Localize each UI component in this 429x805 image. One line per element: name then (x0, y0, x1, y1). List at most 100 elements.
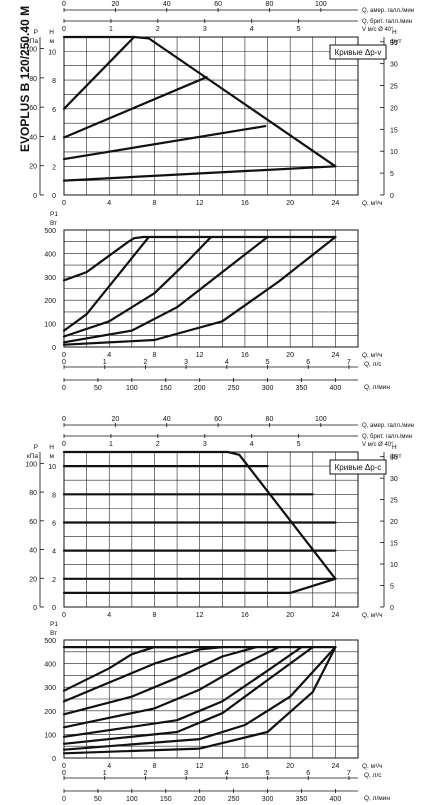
top-head-series-line-2 (133, 35, 337, 168)
bottom-power-lmin-tick: 0 (62, 796, 66, 803)
top-power-ls-tick: 3 (184, 359, 188, 366)
bottom-power-ls-tick: 0 (62, 770, 66, 777)
bottom-head-ft-tick: 35 (390, 455, 398, 462)
top-head-p-tick: 80 (29, 76, 37, 83)
bottom-power-lmin-tick: 200 (194, 796, 206, 803)
top-head-xlabel: Q, м³/ч (362, 200, 383, 207)
top-head-usgpm-tick: 60 (214, 1, 222, 8)
top-power-ls-tick: 2 (143, 359, 147, 366)
bottom-power-series-line-7 (62, 645, 337, 751)
top-head-series-line-4 (62, 76, 208, 139)
bottom-power-lmin-tick: 250 (228, 796, 240, 803)
bottom-head-y-tick: 6 (52, 520, 56, 527)
bottom-head-ylabel-h: H (49, 444, 54, 451)
top-power-x-tick: 24 (331, 352, 339, 359)
top-head-p-tick: 100 (25, 47, 37, 54)
bottom-head-x-tick: 8 (153, 612, 157, 619)
top-power-lmin-tick: 50 (94, 385, 102, 392)
top-head-usgpm-tick: 40 (163, 1, 171, 8)
bottom-power-lmin-tick: 350 (296, 796, 308, 803)
top-power-y-tick: 400 (44, 251, 56, 258)
bottom-head-p-tick: 100 (25, 461, 37, 468)
bottom-head-x-tick: 20 (286, 612, 294, 619)
top-head-y-tick: 4 (52, 136, 56, 143)
top-power-y-tick: 200 (44, 298, 56, 305)
bottom-power-x-tick: 8 (153, 763, 157, 770)
top-head-x-tick: 0 (62, 200, 66, 207)
bottom-head-series-line-2 (226, 450, 337, 580)
bottom-power-lmin-tick: 300 (262, 796, 274, 803)
bottom-head-p-tick: 40 (29, 548, 37, 555)
bottom-head-usgpm-tick: 0 (62, 416, 66, 423)
bottom-head-ukgpm-tick: 2 (156, 441, 160, 448)
top-power-series-line-5 (62, 235, 337, 346)
bottom-head-p-tick: 60 (29, 519, 37, 526)
top-power-lmin-tick: 300 (262, 385, 274, 392)
top-head-usgpm-tick: 20 (111, 1, 119, 8)
top-head-ft-tick: 35 (390, 40, 398, 47)
bottom-power-y-tick: 200 (44, 709, 56, 716)
bottom-power-y-tick: 400 (44, 662, 56, 669)
bottom-power-lmin-tick: 150 (160, 796, 172, 803)
bottom-head-ukgpm-tick: 5 (297, 441, 301, 448)
top-head-usgpm-label: Q, амер. галл./мин (362, 8, 414, 14)
top-head-y-tick: 2 (52, 164, 56, 171)
bottom-power-series-line-4 (62, 645, 280, 729)
bottom-power-series-line-3 (62, 645, 258, 716)
bottom-head-velocity-label: V м/с Ø 40° (362, 442, 394, 448)
bottom-head-ft-tick: 5 (390, 584, 394, 591)
top-power-ylabel-p1: P1 (50, 211, 58, 218)
top-head-p-unit: кПа (27, 38, 39, 45)
bottom-head-ukgpm-tick: 3 (203, 441, 207, 448)
top-power-y-tick: 100 (44, 322, 56, 329)
top-head-ukgpm-tick: 4 (250, 26, 254, 33)
bottom-head-x-tick: 4 (107, 612, 111, 619)
top-head-ukgpm-tick: 3 (203, 26, 207, 33)
top-head-legend-title: Кривые Δp-v (335, 48, 382, 57)
top-power-lmin-tick: 350 (296, 385, 308, 392)
bottom-head-ft-tick: 25 (390, 498, 398, 505)
bottom-head-usgpm-tick: 60 (214, 416, 222, 423)
bottom-head-usgpm-tick: 100 (315, 416, 327, 423)
bottom-head-frame (63, 451, 359, 608)
bottom-power-series-line-2 (62, 645, 224, 703)
bottom-power-ls-tick: 4 (225, 770, 229, 777)
bottom-power-ls-label: Q, л/с (364, 772, 382, 779)
bottom-power-y-tick: 500 (44, 638, 56, 645)
top-power-lmin-tick: 200 (194, 385, 206, 392)
bottom-power-ls-tick: 5 (266, 770, 270, 777)
top-power-frame (63, 229, 359, 348)
top-head-p-tick: 40 (29, 134, 37, 141)
bottom-power-x-tick: 24 (331, 763, 339, 770)
bottom-head-y-tick: 4 (52, 549, 56, 556)
top-power-ls-tick: 7 (347, 359, 351, 366)
top-power-x-tick: 12 (196, 352, 204, 359)
top-power-ls-tick: 1 (103, 359, 107, 366)
top-head-ft-tick: 5 (390, 171, 394, 178)
bottom-power-ls-tick: 2 (143, 770, 147, 777)
bottom-head-usgpm-tick: 20 (111, 416, 119, 423)
bottom-power-ylabel-p1: P1 (50, 621, 58, 628)
top-power-x-tick: 8 (153, 352, 157, 359)
bottom-head-ft-label: H (392, 444, 397, 451)
top-head-usgpm-tick: 80 (266, 1, 274, 8)
top-head-x-tick: 24 (331, 200, 339, 207)
bottom-head-ft-tick: 30 (390, 476, 398, 483)
top-power-series-line-4 (62, 235, 269, 344)
top-head-ukgpm-label: Q, брит. галл./мин (362, 19, 412, 25)
bottom-power-ylabel-w: Вт (50, 630, 57, 637)
bottom-head-x-tick: 16 (241, 612, 249, 619)
bottom-head-ft-tick: 15 (390, 541, 398, 548)
bottom-power-series-line-6 (62, 645, 314, 745)
top-head-y-tick: 6 (52, 107, 56, 114)
bottom-power-x-tick: 12 (196, 763, 204, 770)
bottom-head-x-tick: 24 (331, 612, 339, 619)
bottom-power-y-tick: 0 (52, 756, 56, 763)
top-head-ft-tick: 0 (390, 193, 394, 200)
top-power-ls-tick: 4 (225, 359, 229, 366)
top-head-ft-tick: 15 (390, 127, 398, 134)
top-power-lmin-label: Q, л/мин (364, 384, 390, 391)
bottom-head-p-tick: 80 (29, 490, 37, 497)
top-head-p-tick: 0 (33, 193, 37, 200)
bottom-head-ukgpm-label: Q, брит. галл./мин (362, 434, 412, 440)
